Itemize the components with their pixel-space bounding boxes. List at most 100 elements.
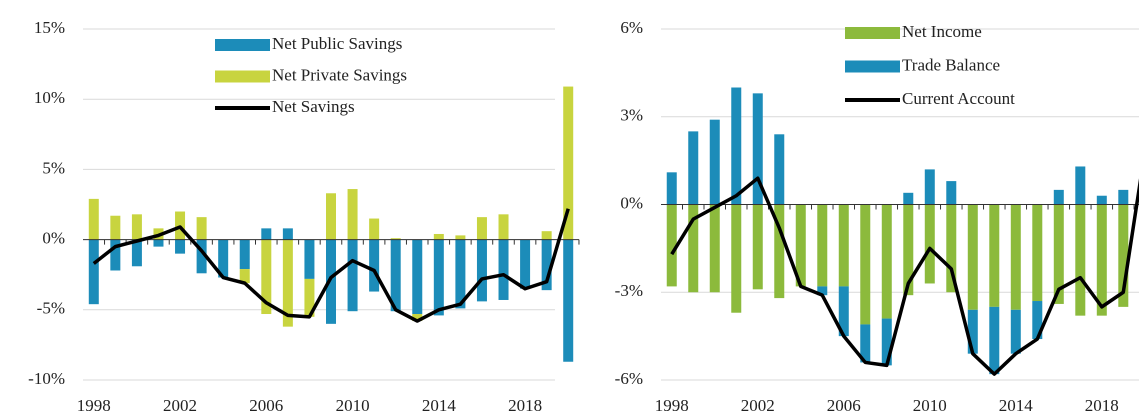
bar bbox=[304, 278, 315, 317]
legend-swatch bbox=[845, 27, 900, 39]
x-tick-label: 2006 bbox=[249, 396, 283, 415]
bar bbox=[433, 239, 444, 316]
legend-label: Net Private Savings bbox=[272, 65, 407, 84]
bar bbox=[1075, 166, 1086, 205]
y-tick-label: 6% bbox=[620, 18, 643, 37]
x-tick-label: 2010 bbox=[336, 396, 370, 415]
bar bbox=[390, 239, 401, 312]
x-tick-label: 2014 bbox=[422, 396, 457, 415]
bar bbox=[946, 181, 957, 205]
bar bbox=[433, 233, 444, 240]
bar bbox=[989, 306, 1000, 375]
legend-label: Net Income bbox=[902, 22, 982, 41]
bar bbox=[688, 204, 699, 293]
right-panel-labels: -6% -3% 0% 3% 6% 1998 2002 2006 2010 2014 2018 Net … bbox=[615, 18, 1119, 415]
bar bbox=[967, 204, 978, 310]
bar bbox=[1075, 204, 1086, 316]
bar bbox=[369, 218, 380, 240]
bar bbox=[541, 239, 552, 291]
x-tick-label: 2018 bbox=[508, 396, 542, 415]
bar bbox=[666, 204, 677, 287]
bar bbox=[455, 235, 466, 240]
x-tick-label: 2006 bbox=[827, 396, 861, 415]
line bbox=[92, 208, 570, 323]
bar bbox=[239, 239, 250, 270]
bar bbox=[1010, 309, 1021, 354]
bar bbox=[774, 134, 785, 205]
bar bbox=[1096, 204, 1107, 316]
bar bbox=[498, 239, 509, 300]
bar bbox=[860, 324, 871, 363]
bar bbox=[412, 239, 423, 315]
y-tick-label: 10% bbox=[34, 88, 65, 107]
bar bbox=[903, 192, 914, 205]
bar bbox=[924, 169, 935, 205]
bar bbox=[1118, 189, 1129, 205]
x-tick-label: 2010 bbox=[913, 396, 947, 415]
right-panel bbox=[661, 28, 1139, 381]
x-tick-label: 2002 bbox=[163, 396, 197, 415]
bar bbox=[218, 239, 229, 278]
y-tick-label: 0% bbox=[42, 229, 65, 248]
bar bbox=[1032, 204, 1043, 302]
bar bbox=[838, 204, 849, 287]
bar bbox=[731, 204, 742, 313]
bar bbox=[1053, 204, 1064, 304]
bar bbox=[752, 204, 763, 290]
bar bbox=[88, 198, 99, 240]
bar bbox=[110, 215, 121, 240]
bar bbox=[817, 204, 828, 287]
legend-label: Trade Balance bbox=[902, 55, 1000, 74]
bar bbox=[563, 239, 574, 362]
bar bbox=[924, 204, 935, 284]
bar bbox=[1118, 204, 1129, 307]
bar bbox=[304, 239, 315, 279]
x-tick-label: 1998 bbox=[655, 396, 689, 415]
bar bbox=[261, 228, 272, 240]
left-panel: -10% -5% 0% 5% 10% 15% 1998 2002 2006 2010 2014 201… bbox=[28, 18, 580, 415]
y-tick-label: 0% bbox=[620, 193, 643, 212]
bar bbox=[412, 314, 423, 322]
y-tick-label: -6% bbox=[615, 369, 643, 388]
bar bbox=[967, 309, 978, 354]
bar bbox=[903, 204, 914, 296]
bar bbox=[131, 239, 142, 267]
bar bbox=[688, 131, 699, 205]
legend-swatch bbox=[845, 60, 900, 73]
bar bbox=[390, 238, 401, 240]
bar bbox=[666, 172, 677, 205]
bar bbox=[88, 239, 99, 305]
legend-swatch bbox=[215, 39, 270, 51]
bar bbox=[881, 204, 892, 319]
line bbox=[670, 176, 1139, 376]
bar bbox=[774, 204, 785, 299]
bar bbox=[795, 204, 806, 287]
y-tick-label: -10% bbox=[28, 369, 65, 388]
bar bbox=[1032, 301, 1043, 340]
bar bbox=[476, 217, 487, 240]
legend-label: Net Savings bbox=[272, 97, 355, 116]
bar bbox=[110, 239, 121, 271]
bar bbox=[860, 204, 871, 325]
bar bbox=[239, 269, 250, 284]
bar bbox=[989, 204, 1000, 307]
bar bbox=[1053, 189, 1064, 205]
bar bbox=[282, 239, 293, 327]
bar bbox=[455, 239, 466, 309]
bar bbox=[476, 239, 487, 302]
bar bbox=[520, 239, 531, 289]
x-tick-label: 1998 bbox=[77, 396, 111, 415]
x-tick-label: 2002 bbox=[741, 396, 775, 415]
bar bbox=[946, 204, 957, 293]
y-tick-label: -5% bbox=[37, 299, 65, 318]
bar bbox=[261, 239, 272, 315]
y-tick-label: 3% bbox=[620, 106, 643, 125]
bar bbox=[347, 189, 358, 240]
bar bbox=[153, 239, 164, 247]
y-tick-label: 5% bbox=[42, 158, 65, 177]
bar bbox=[326, 239, 336, 324]
bar bbox=[838, 286, 849, 337]
bar bbox=[709, 119, 720, 205]
bar bbox=[326, 193, 336, 240]
